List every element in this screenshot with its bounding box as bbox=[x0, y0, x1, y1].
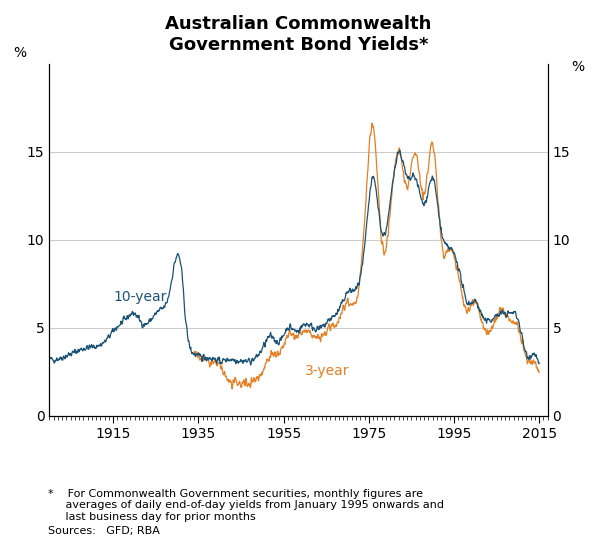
Y-axis label: %: % bbox=[571, 60, 584, 74]
Text: 3-year: 3-year bbox=[305, 364, 349, 378]
Text: Sources:   GFD; RBA: Sources: GFD; RBA bbox=[48, 526, 159, 536]
Text: 10-year: 10-year bbox=[113, 291, 167, 304]
Y-axis label: %: % bbox=[13, 46, 26, 60]
Title: Australian Commonwealth
Government Bond Yields*: Australian Commonwealth Government Bond … bbox=[165, 15, 432, 54]
Text: *    For Commonwealth Government securities, monthly figures are
     averages o: * For Commonwealth Government securities… bbox=[48, 489, 444, 522]
